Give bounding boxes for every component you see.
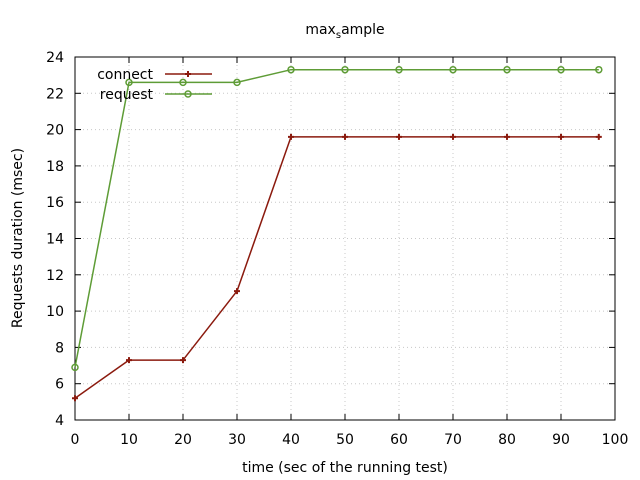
data-point-connect — [595, 133, 602, 140]
chart-title-rest: ample — [341, 22, 385, 38]
data-point-request — [233, 78, 241, 87]
data-point-connect — [504, 133, 510, 140]
data-point-connect — [288, 133, 294, 140]
x-tick-label: 50 — [336, 432, 354, 448]
x-tick-label: 20 — [174, 432, 192, 448]
x-tick-label: 40 — [282, 432, 300, 448]
y-tick-label: 8 — [55, 340, 64, 356]
series-line-connect — [74, 136, 599, 399]
x-axis-label: time (sec of the running test) — [242, 460, 448, 476]
data-point-request — [503, 65, 511, 74]
series-line-request — [74, 68, 599, 368]
data-point-request — [71, 363, 79, 372]
legend: connect request — [97, 67, 212, 103]
legend-marker-request — [184, 90, 192, 98]
chart-title: maxsample — [305, 22, 384, 41]
legend-label-request: request — [100, 87, 154, 103]
y-tick-label: 4 — [55, 413, 64, 429]
y-tick-label: 16 — [46, 195, 64, 211]
legend-marker-connect — [185, 71, 191, 77]
x-axis: 0 10 20 30 40 50 60 70 80 90 100 — [71, 57, 629, 448]
y-tick-label: 22 — [46, 86, 64, 102]
data-point-connect — [234, 288, 240, 295]
x-tick-label: 100 — [602, 432, 629, 448]
x-tick-label: 30 — [228, 432, 246, 448]
y-axis-label: Requests duration (msec) — [10, 148, 26, 328]
data-point-request — [125, 78, 133, 87]
chart-title-subscript: s — [336, 30, 341, 41]
y-tick-label: 20 — [46, 123, 64, 139]
x-tick-label: 60 — [390, 432, 408, 448]
data-point-connect — [72, 395, 78, 402]
grid — [75, 57, 615, 420]
data-point-connect — [396, 133, 402, 140]
x-tick-label: 90 — [552, 432, 570, 448]
data-point-request — [557, 65, 565, 74]
y-tick-label: 10 — [46, 304, 64, 320]
data-point-connect — [126, 357, 132, 364]
data-point-request — [287, 65, 295, 74]
x-tick-label: 0 — [71, 432, 80, 448]
data-point-request — [595, 65, 603, 74]
x-tick-label: 80 — [498, 432, 516, 448]
data-point-connect — [342, 133, 348, 140]
x-tick-label: 10 — [120, 432, 138, 448]
data-point-request — [449, 65, 457, 74]
data-point-request — [395, 65, 403, 74]
data-point-request — [341, 65, 349, 74]
y-tick-label: 24 — [46, 50, 64, 66]
y-tick-label: 6 — [55, 377, 64, 393]
y-tick-label: 18 — [46, 159, 64, 175]
data-point-connect — [450, 133, 456, 140]
legend-label-connect: connect — [97, 67, 153, 83]
data-point-request — [179, 78, 187, 87]
y-tick-label: 12 — [46, 268, 64, 284]
data-point-connect — [558, 133, 564, 140]
y-tick-label: 14 — [46, 232, 64, 248]
data-point-connect — [180, 357, 186, 364]
y-axis: 4 6 8 10 12 14 16 18 20 22 24 — [46, 50, 615, 429]
x-tick-label: 70 — [444, 432, 462, 448]
series-group — [71, 65, 603, 402]
